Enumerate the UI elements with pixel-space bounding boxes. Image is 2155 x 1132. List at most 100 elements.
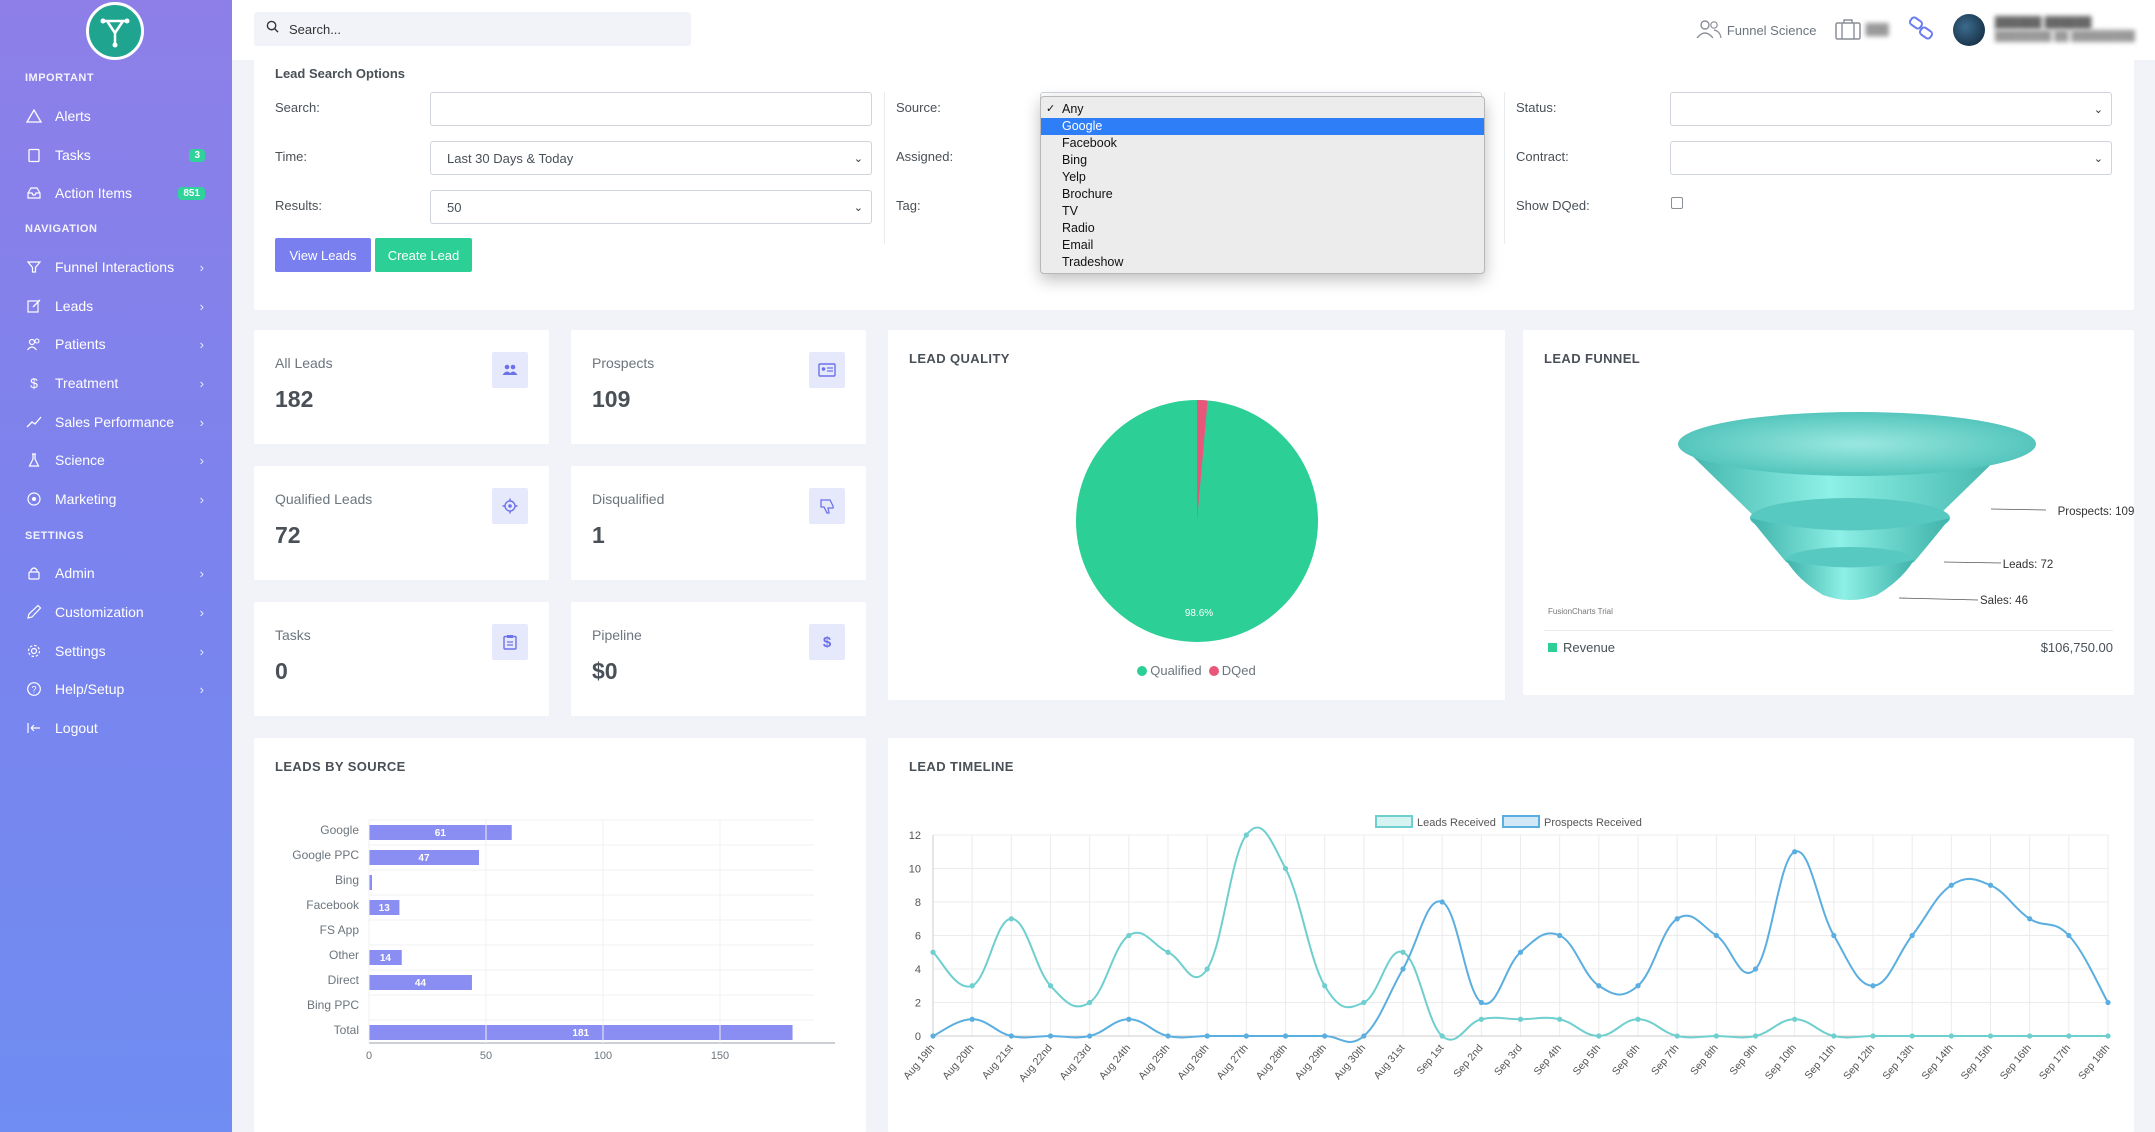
search-input[interactable] — [289, 21, 669, 37]
sidebar-item-sales-performance[interactable]: Sales Performance › — [0, 404, 232, 440]
data-point[interactable] — [1087, 999, 1093, 1006]
data-point[interactable] — [2066, 1033, 2072, 1039]
data-point[interactable] — [1792, 1016, 1798, 1022]
data-point[interactable] — [969, 1016, 975, 1022]
sidebar-item-funnel-interactions[interactable]: Funnel Interactions › — [0, 249, 232, 285]
contract-select[interactable]: ⌄ — [1670, 141, 2112, 175]
data-point[interactable] — [1870, 1033, 1876, 1039]
sidebar-item-help-setup[interactable]: ? Help/Setup › — [0, 671, 232, 707]
data-point[interactable] — [2027, 916, 2033, 922]
data-point[interactable] — [1948, 882, 1954, 888]
results-select[interactable]: 50 ⌄ — [430, 190, 872, 224]
legend-item[interactable]: Leads Received — [1375, 815, 1496, 829]
data-point[interactable] — [1635, 983, 1641, 989]
data-point[interactable] — [1282, 1033, 1289, 1039]
data-point[interactable] — [1282, 865, 1289, 872]
funnel-science-link[interactable]: Funnel Science — [1696, 19, 1816, 42]
sidebar-item-science[interactable]: Science › — [0, 442, 232, 478]
dropdown-option-any[interactable]: ✓ Any — [1041, 101, 1484, 118]
data-point[interactable] — [1517, 949, 1524, 955]
create-lead-button[interactable]: Create Lead — [375, 238, 472, 272]
data-point[interactable] — [1478, 999, 1484, 1006]
show-dqed-checkbox[interactable] — [1671, 197, 1683, 209]
data-point[interactable] — [1204, 1033, 1210, 1039]
stat-card-tasks[interactable]: Tasks 0 — [254, 602, 549, 716]
data-point[interactable] — [930, 1033, 936, 1039]
stat-card-disqualified[interactable]: Disqualified 1 — [571, 466, 866, 580]
data-point[interactable] — [1713, 1033, 1719, 1039]
stat-card-pipeline[interactable]: Pipeline $0 $ — [571, 602, 866, 716]
data-point[interactable] — [1831, 1033, 1837, 1039]
data-point[interactable] — [1439, 899, 1445, 905]
data-point[interactable] — [2027, 1033, 2033, 1039]
data-point[interactable] — [1361, 1033, 1367, 1039]
data-point[interactable] — [1478, 1016, 1484, 1022]
bar[interactable] — [369, 875, 372, 890]
data-point[interactable] — [1635, 1016, 1641, 1022]
legend-item-qualified[interactable]: Qualified — [1137, 663, 1202, 678]
data-point[interactable] — [1987, 1033, 1994, 1039]
series-line-leads-received[interactable] — [932, 826, 2108, 1041]
data-point[interactable] — [1322, 983, 1328, 989]
user-profile[interactable]: ██████ ██████ ████████ ██ █████████ — [1952, 14, 2135, 46]
sidebar-item-alerts[interactable]: Alerts — [0, 98, 232, 134]
stat-card-prospects[interactable]: Prospects 109 — [571, 330, 866, 444]
data-point[interactable] — [2105, 999, 2111, 1006]
sidebar-item-patients[interactable]: Patients › — [0, 326, 232, 362]
dropdown-option-email[interactable]: Email — [1041, 237, 1484, 254]
data-point[interactable] — [1047, 983, 1054, 989]
data-point[interactable] — [1243, 832, 1249, 838]
data-point[interactable] — [1008, 916, 1014, 922]
dropdown-option-brochure[interactable]: Brochure — [1041, 186, 1484, 203]
sidebar-item-treatment[interactable]: $ Treatment › — [0, 365, 232, 401]
app-logo[interactable] — [86, 2, 144, 60]
data-point[interactable] — [1674, 1033, 1680, 1039]
series-line-prospects-received[interactable] — [932, 850, 2109, 1043]
data-point[interactable] — [1517, 1016, 1524, 1022]
data-point[interactable] — [1987, 882, 1994, 888]
bar[interactable] — [369, 975, 472, 990]
data-point[interactable] — [1322, 1033, 1328, 1039]
bar[interactable] — [369, 825, 512, 840]
pie-slice-dqed[interactable] — [1197, 400, 1208, 521]
sidebar-item-tasks[interactable]: Tasks 3 — [0, 137, 232, 173]
dropdown-option-tv[interactable]: TV — [1041, 203, 1484, 220]
briefcase-link[interactable]: ███ — [1834, 17, 1889, 44]
data-point[interactable] — [2105, 1033, 2111, 1039]
data-point[interactable] — [1909, 1033, 1915, 1039]
data-point[interactable] — [1087, 1033, 1093, 1039]
dropdown-option-bing[interactable]: Bing — [1041, 152, 1484, 169]
bar[interactable] — [369, 900, 400, 915]
data-point[interactable] — [1008, 1033, 1014, 1039]
lead-search-field[interactable] — [430, 92, 872, 126]
data-point[interactable] — [1596, 1033, 1602, 1039]
stat-card-all-leads[interactable]: All Leads 182 — [254, 330, 549, 444]
data-point[interactable] — [1126, 932, 1132, 939]
bar[interactable] — [369, 1025, 793, 1040]
sidebar-item-customization[interactable]: Customization › — [0, 594, 232, 630]
time-select[interactable]: Last 30 Days & Today ⌄ — [430, 141, 872, 175]
data-point[interactable] — [930, 949, 936, 955]
dropdown-option-google[interactable]: Google — [1041, 118, 1484, 135]
data-point[interactable] — [1870, 983, 1876, 989]
data-point[interactable] — [1752, 1033, 1759, 1039]
data-point[interactable] — [1165, 949, 1171, 955]
sidebar-item-marketing[interactable]: Marketing › — [0, 481, 232, 517]
data-point[interactable] — [1243, 1033, 1249, 1039]
data-point[interactable] — [1400, 966, 1406, 972]
legend-item[interactable]: Prospects Received — [1502, 815, 1642, 829]
data-point[interactable] — [1596, 983, 1602, 989]
status-select[interactable]: ⌄ — [1670, 92, 2112, 126]
funnel-segment-sales[interactable] — [1786, 560, 1914, 600]
bar[interactable] — [369, 950, 402, 965]
legend-item-dqed[interactable]: DQed — [1208, 663, 1256, 678]
sidebar-item-action-items[interactable]: Action Items 851 — [0, 175, 232, 211]
data-point[interactable] — [1909, 932, 1915, 939]
dropdown-option-tradeshow[interactable]: Tradeshow — [1041, 254, 1484, 271]
data-point[interactable] — [1752, 966, 1759, 972]
links-button[interactable] — [1907, 15, 1935, 45]
data-point[interactable] — [1361, 999, 1367, 1006]
sidebar-item-logout[interactable]: Logout — [0, 710, 232, 746]
data-point[interactable] — [1204, 966, 1210, 972]
data-point[interactable] — [2066, 932, 2072, 939]
